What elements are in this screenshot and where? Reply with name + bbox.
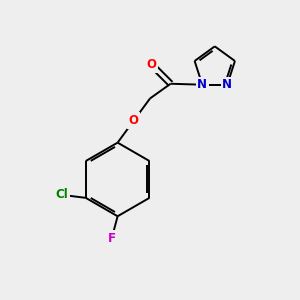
Text: F: F xyxy=(108,232,116,245)
Text: N: N xyxy=(222,78,232,91)
Text: O: O xyxy=(146,58,157,71)
Text: N: N xyxy=(197,78,207,91)
Text: Cl: Cl xyxy=(56,188,69,201)
Text: O: O xyxy=(129,114,139,127)
